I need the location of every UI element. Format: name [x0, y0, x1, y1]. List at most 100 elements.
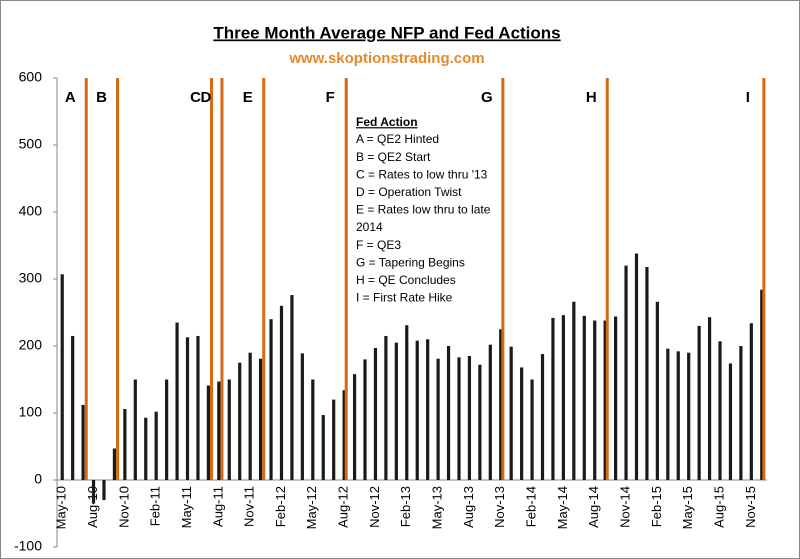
event-label: A [65, 89, 76, 106]
bar [175, 322, 179, 480]
bar [123, 408, 127, 480]
bar [269, 319, 273, 480]
x-tick-label: Nov-13 [492, 486, 507, 528]
bar [499, 329, 503, 480]
x-tick-label: Aug-14 [586, 486, 601, 528]
bar [676, 351, 680, 480]
y-tick-label: 400 [19, 203, 43, 219]
note-line: E = Rates low thru to late [356, 203, 491, 217]
x-tick-label: Nov-14 [617, 486, 632, 528]
x-tick-label: May-12 [304, 486, 319, 529]
x-tick-label: Nov-10 [116, 486, 131, 528]
bar [112, 448, 117, 480]
x-tick-label: Feb-11 [148, 486, 163, 526]
event-label: H [586, 89, 597, 106]
bar [520, 367, 524, 480]
bar [206, 385, 210, 480]
bar [91, 480, 96, 504]
bar [582, 315, 586, 480]
y-tick-label: -100 [14, 538, 42, 554]
y-tick-label: 0 [34, 471, 42, 487]
bar [217, 381, 221, 480]
bar [144, 417, 148, 480]
notes-title: Fed Action [356, 115, 418, 129]
bar [561, 315, 565, 480]
bar [749, 323, 753, 480]
bar [415, 340, 419, 480]
bar [71, 335, 75, 480]
bar [238, 362, 242, 480]
bar [666, 348, 670, 480]
bar [603, 320, 607, 480]
bar [697, 325, 701, 480]
bar [394, 342, 398, 480]
bar [81, 404, 85, 480]
bar [259, 358, 263, 480]
x-tick-label: Aug-13 [461, 486, 476, 528]
x-tick-label: Feb-13 [398, 486, 413, 527]
x-tick-label: May-10 [54, 486, 69, 529]
bar [436, 358, 440, 480]
y-tick-label: 500 [19, 136, 43, 152]
chart-title: Three Month Average NFP and Fed Actions [213, 23, 560, 42]
bar [321, 415, 325, 480]
x-tick-label: Feb-15 [649, 486, 664, 527]
bar [405, 325, 409, 480]
y-tick-label: 100 [19, 404, 43, 420]
event-label: F [326, 89, 335, 106]
bar [165, 379, 169, 480]
bar [540, 354, 545, 480]
y-tick-label: 200 [19, 337, 43, 353]
bar [154, 411, 158, 480]
x-tick-label: Aug-12 [336, 486, 351, 528]
bar [634, 253, 639, 480]
x-tick-label: May-13 [430, 486, 445, 529]
event-label: B [96, 89, 107, 106]
bar [718, 341, 722, 480]
bar [373, 348, 378, 480]
x-tick-label: Aug-10 [85, 486, 100, 528]
event-label: G [481, 89, 493, 106]
y-tick-label: 600 [19, 69, 43, 85]
bar [467, 356, 472, 480]
note-line: D = Operation Twist [356, 185, 462, 199]
bar [426, 339, 430, 480]
bar [614, 316, 618, 480]
bar [572, 301, 576, 480]
bar [227, 379, 231, 480]
bar [530, 379, 534, 480]
bar [728, 363, 733, 480]
x-tick-label: Nov-15 [743, 486, 758, 528]
note-line: H = QE Concludes [356, 273, 456, 287]
bar [551, 317, 555, 480]
x-tick-label: May-14 [555, 486, 570, 529]
bar [300, 353, 304, 480]
bar [290, 295, 294, 480]
x-tick-label: May-11 [179, 486, 194, 528]
bar [645, 266, 649, 480]
note-line: F = QE3 [356, 238, 401, 252]
bar [446, 346, 451, 480]
bar [384, 335, 388, 480]
bar [311, 379, 315, 480]
x-tick-label: May-15 [680, 486, 695, 529]
bar [687, 352, 691, 480]
chart-subtitle: www.skoptionstrading.com [288, 50, 484, 67]
bar [488, 344, 492, 480]
bar [478, 364, 482, 480]
x-tick-label: Aug-15 [711, 486, 726, 528]
bar [352, 374, 357, 480]
x-tick-label: Nov-12 [367, 486, 382, 528]
bar [760, 289, 764, 480]
y-tick-label: 300 [19, 270, 43, 286]
event-label: I [746, 89, 750, 106]
bar [457, 357, 461, 480]
bar [342, 390, 346, 480]
note-line: A = QE2 Hinted [356, 132, 439, 146]
bar [133, 379, 137, 480]
bar [279, 305, 284, 480]
bar [739, 346, 743, 480]
bar [185, 337, 190, 480]
bar [624, 265, 628, 480]
